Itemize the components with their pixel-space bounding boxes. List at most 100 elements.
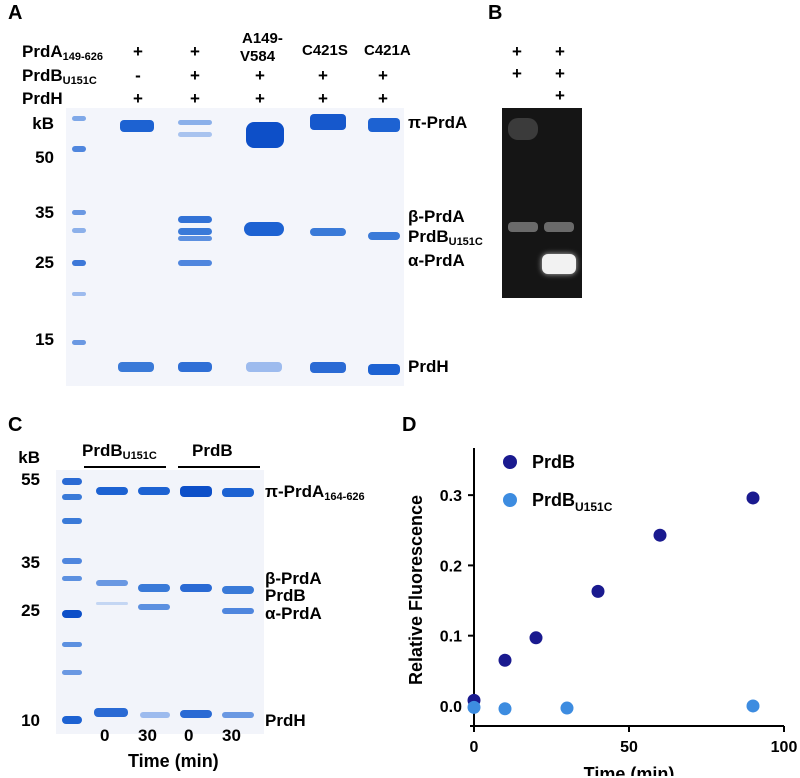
sign-a-r3-l1: + — [133, 89, 143, 108]
sign-a-r3-l5: + — [378, 89, 388, 108]
data-point — [498, 653, 512, 667]
gel-a — [66, 108, 404, 386]
legend-label: PrdBU151C — [532, 490, 613, 514]
mw-marker-c-25: 25 — [21, 601, 40, 620]
band-label-alpha-prda: α-PrdA — [408, 251, 465, 270]
ladder-band — [72, 260, 86, 266]
data-point — [529, 631, 543, 645]
data-point — [591, 584, 605, 598]
sign-a-r3-l3: + — [255, 89, 265, 108]
gel-c — [56, 470, 264, 734]
group-line-1 — [84, 466, 166, 468]
lane-header-c421a: C421A — [364, 42, 411, 59]
ladder-band — [62, 610, 82, 618]
band-label-prdh: PrdH — [408, 357, 449, 376]
gel-band — [368, 364, 400, 375]
data-point — [560, 701, 574, 715]
ladder-band — [72, 146, 86, 152]
gel-band — [178, 362, 212, 372]
gel-band — [180, 584, 212, 592]
gel-band — [96, 602, 128, 605]
sign-a-r2-l4: + — [318, 66, 328, 85]
band-label-pi-prda-164: π-PrdA164-626 — [265, 482, 365, 503]
y-axis-title: Relative Fluorescence — [406, 495, 426, 685]
gel-band — [138, 584, 170, 592]
sign-b-r1-l2: + — [555, 42, 565, 61]
row-label-prda: PrdA149-626 — [22, 42, 103, 63]
gel-band — [508, 222, 538, 232]
gel-band — [222, 488, 254, 497]
x-tick-label: 0 — [470, 739, 479, 756]
sign-b-r2-l2: + — [555, 64, 565, 83]
gel-band — [544, 222, 574, 232]
panel-a-letter: A — [8, 2, 23, 24]
gel-band — [140, 712, 170, 718]
lane-header-c421s: C421S — [302, 42, 348, 59]
gel-band — [222, 586, 254, 594]
gel-band — [96, 580, 128, 586]
gel-band — [246, 122, 284, 148]
gel-band — [222, 608, 254, 614]
sign-b-r3-l2: + — [555, 86, 565, 105]
gel-band — [310, 362, 346, 373]
fluorescent-gel-b — [502, 108, 582, 298]
panel-d-letter: D — [402, 414, 417, 436]
scatter-chart: 0.0 0.1 0.2 0.3 0 50 100 Time (min) Relative Flu… — [406, 448, 798, 776]
panel-b-letter: B — [488, 2, 503, 24]
time-label-2: 30 — [138, 726, 157, 745]
group-label-prdb-u151c: PrdBU151C — [82, 441, 157, 462]
y-tick-label: 0.3 — [440, 488, 462, 505]
ladder-band — [72, 228, 86, 233]
ladder-band — [62, 670, 82, 675]
mw-marker-c-10: 10 — [21, 711, 40, 730]
mw-title-a: kB — [32, 114, 54, 133]
sign-a-r1-l1: + — [133, 42, 143, 61]
time-label-3: 0 — [184, 726, 194, 745]
mw-marker-c-55: 55 — [21, 470, 40, 489]
gel-band — [368, 118, 400, 132]
gel-band — [244, 222, 284, 236]
gel-band — [180, 486, 212, 497]
gel-band — [178, 216, 212, 223]
panel-c-letter: C — [8, 414, 23, 436]
lane-header-a149: A149- — [242, 30, 283, 47]
sign-a-r2-l3: + — [255, 66, 265, 85]
band-label-prdh-c: PrdH — [265, 711, 306, 730]
y-tick-label: 0.2 — [440, 558, 462, 575]
gel-band — [180, 710, 212, 718]
gel-band — [94, 708, 128, 717]
mw-title-c: kB — [18, 448, 40, 467]
sign-a-r3-l2: + — [190, 89, 200, 108]
data-point — [653, 528, 667, 542]
time-label-1: 0 — [100, 726, 110, 745]
gel-band — [178, 236, 212, 241]
band-label-prdb-u151c: PrdBU151C — [408, 227, 483, 248]
ladder-band — [62, 642, 82, 647]
gel-band — [310, 228, 346, 236]
data-point — [746, 699, 760, 713]
gel-band — [368, 232, 400, 240]
ladder-band — [72, 340, 86, 345]
sign-a-r2-l2: + — [190, 66, 200, 85]
gel-band — [178, 120, 212, 125]
mw-marker-c-35: 35 — [21, 553, 40, 572]
ladder-band — [72, 292, 86, 296]
ladder-band — [62, 494, 82, 500]
data-point — [498, 702, 512, 716]
band-label-beta-prda: β-PrdA — [408, 207, 465, 226]
group-line-2 — [178, 466, 260, 468]
x-tick-label: 100 — [771, 739, 798, 756]
sign-a-r1-l2: + — [190, 42, 200, 61]
band-label-alpha-prda-c: α-PrdA — [265, 604, 322, 623]
gel-band — [118, 362, 154, 372]
y-tick-label: 0.1 — [440, 629, 462, 646]
mw-marker-a-15: 15 — [35, 330, 54, 349]
sign-a-r2-l5: + — [378, 66, 388, 85]
gel-band — [542, 254, 576, 274]
gel-band — [178, 228, 212, 235]
ladder-band — [62, 518, 82, 524]
ladder-band — [62, 576, 82, 581]
sign-b-r1-l1: + — [512, 42, 522, 61]
gel-band — [508, 118, 538, 140]
gel-band — [138, 487, 170, 495]
